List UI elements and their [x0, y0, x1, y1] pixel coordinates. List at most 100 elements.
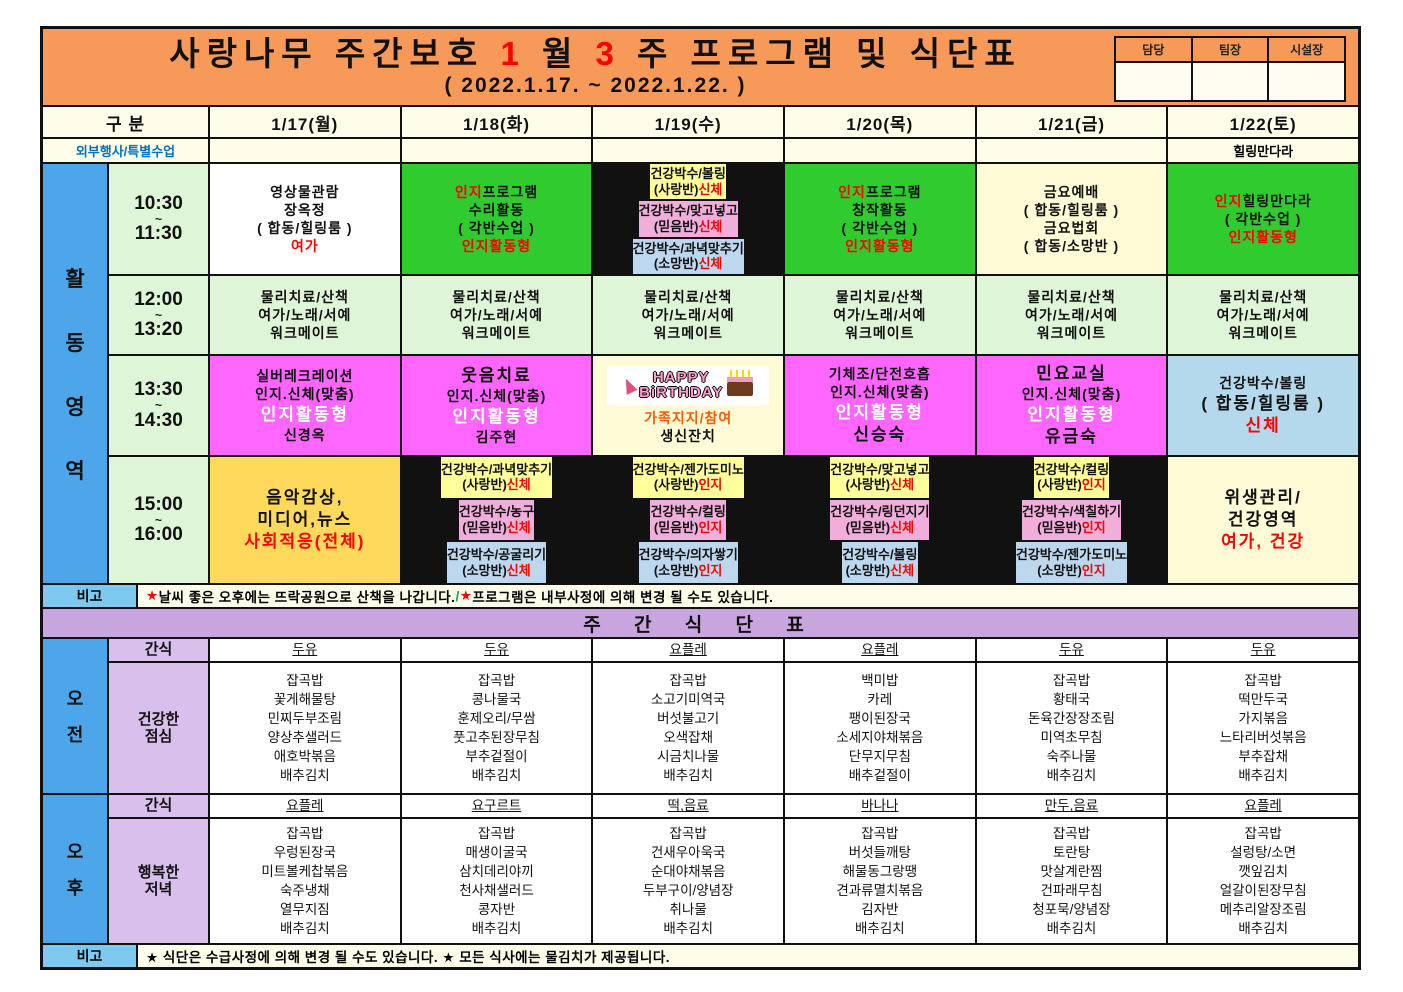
text-line: ( 각반수업 ) — [458, 220, 535, 236]
menu-item: 꽃게해물탕 — [273, 691, 336, 707]
column-header-label: 구 분 — [43, 107, 208, 137]
menu-item: 훈제오리/무쌈 — [457, 710, 536, 726]
column-header-day: 1/18(화) — [401, 107, 592, 137]
text-line: 건강박수/컬링 — [1033, 461, 1110, 477]
activity-time-row: 10:30 ~11:30 영상물관람 장옥정 ( 합동/힐링룸 ) 여가 인지프로그램 수리활… — [109, 164, 1358, 274]
text-line: (소망반)인지 — [653, 562, 723, 578]
menu-item: 잡곡밥 — [286, 672, 324, 688]
program-subcell: 건강박수/과녁맞추기 (소망반)신체 — [632, 238, 744, 274]
menu-cell: 잡곡밥 매생이굴국 삼치데리야끼 천사채샐러드 콩자반 배추김치 — [401, 819, 592, 943]
special-events-label: 외부행사/특별수업 — [43, 139, 208, 162]
snack-value: 요플레 — [286, 798, 324, 814]
text-line: 건강박수/과녁맞추기 — [632, 240, 744, 256]
snack-label: 간식 — [109, 639, 208, 661]
text-line: 물리치료/산책 — [260, 288, 349, 305]
schedule-sheet: 사랑나무 주간보호 1 월 3 주 프로그램 및 식단표 ( 2022.1.17… — [40, 26, 1361, 970]
text-line: ( 각반수업 ) — [841, 220, 919, 236]
menu-item: 버섯들깨탕 — [848, 844, 911, 860]
text-line: 건강박수/맞고넣고 — [830, 461, 930, 477]
text-line: 생신잔치 — [660, 428, 716, 445]
text-line: 건강박수/볼링 — [1219, 375, 1308, 392]
text-line: 인지활동형 — [260, 404, 349, 424]
menu-item: 부추잡채 — [1238, 749, 1288, 765]
menu-cell: 잡곡밥 소고기미역국 버섯불고기 오색잡채 시금치나물 배추김치 — [593, 663, 783, 793]
menu-item: 미역초무침 — [1040, 730, 1103, 745]
text-line: 건강박수/맞고넣고 — [638, 203, 738, 219]
note-label: 비고 — [43, 945, 136, 967]
menu-item: 잡곡밥 — [861, 825, 899, 841]
text-line: (믿음반)신체 — [845, 520, 915, 535]
program-cell: 영상물관람 장옥정 ( 합동/힐링룸 ) 여가 — [210, 164, 400, 274]
meal-note-row: 비고 ★ 식단은 수급사정에 의해 변경 될 수도 있습니다. ★ 모든 식사에… — [43, 945, 1358, 967]
text-line: 금요법회 — [1043, 220, 1100, 236]
program-cell-split: 건강박수/젠가도미노 (사랑반)인지 건강박수/컬링 (믿음반)인지 건강박수/의자쌓기… — [593, 457, 783, 584]
program-subcell: 건강박수/젠가도미노 (사랑반)인지 — [632, 457, 744, 498]
birthday-line: HAPPY — [652, 368, 710, 386]
activity-time-row: 15:00 ~16:00 음악감상, 미디어,뉴스 사회적응(전체) 건강박수/과녁맞추기… — [109, 457, 1358, 584]
menu-item: 소고기미역국 — [650, 691, 726, 707]
text-line: 인지활동형 — [845, 238, 915, 255]
program-cell: 물리치료/산책 여가/노래/서예 워크메이트 — [785, 276, 975, 354]
snack-cell: 두유 — [210, 639, 400, 661]
text-line: 미디어,뉴스 — [257, 509, 353, 529]
time-slot: 13:30 ~14:30 — [109, 356, 208, 455]
menu-item: 얼갈이된장무침 — [1219, 883, 1307, 898]
meal-menu-row: 건강한 점심 잡곡밥 꽃게해물탕 민찌두부조림 양상추샐러드 애호박볶음 배추김치 잡곡밥 콩나물… — [109, 663, 1358, 793]
text-line: ( 각반수업 ) — [1224, 210, 1302, 227]
snack-cell: 요플레 — [210, 795, 400, 817]
program-cell: 인지힐링만다라( 각반수업 ) 인지활동형 — [1168, 164, 1358, 274]
text-line: 워크메이트 — [845, 325, 915, 342]
menu-item: 배추김치 — [1046, 921, 1097, 937]
text-line: 건강박수/링던지기 — [830, 504, 930, 520]
text-line: 여가/노래/서예 — [1216, 306, 1310, 323]
program-note-row: 비고 ★ 날씨 좋은 오후에는 뜨락공원으로 산책을 나갑니다. / ★ 프로그… — [43, 585, 1358, 607]
snack-value: 두유 — [484, 642, 509, 658]
menu-item: 카레 — [867, 691, 893, 707]
sign-label: 팀장 — [1192, 38, 1268, 61]
meal-menu-row: 행복한 저녁 잡곡밥 우렁된장국 미트볼케찹볶음 숙주냉채 열무지짐 배추김치 잡곡밥 매생이굴국… — [109, 819, 1358, 943]
text-line: 창작활동 — [852, 201, 908, 218]
text-line: 여가 — [290, 238, 319, 255]
time-text: 15:00 — [134, 493, 183, 515]
text-line: 건강박수/과녁맞추기 — [440, 461, 553, 477]
program-subcell: 건강박수/컬링 (사랑반)인지 — [1033, 457, 1110, 498]
text-line: ( 합동/소망반 ) — [1023, 238, 1120, 255]
program-cell: 물리치료/산책 여가/노래/서예 워크메이트 — [593, 276, 783, 354]
program-cell: 건강박수/볼링( 합동/힐링룸 ) 신체 — [1168, 356, 1358, 455]
menu-item: 떡만두국 — [1238, 691, 1288, 707]
menu-item: 애호박볶음 — [273, 749, 336, 765]
text-line: 가족지지/참여 — [644, 410, 733, 427]
text-line: 인지프로그램 — [838, 183, 922, 200]
text-line: 인지프로그램 — [454, 183, 539, 200]
special-events-cell — [976, 139, 1167, 162]
text-line: 건강박수/농구 — [458, 504, 535, 520]
sign-value-cell — [1116, 63, 1191, 100]
text-line: 인지활동형 — [461, 238, 532, 255]
menu-item: 단무지무침 — [848, 749, 911, 765]
menu-item: 오색잡채 — [663, 730, 713, 745]
meal-label-line: 건강한 — [137, 710, 180, 728]
text-line: (사랑반)신체 — [462, 477, 531, 493]
program-subcell: 건강박수/과녁맞추기 (사랑반)신체 — [440, 457, 553, 498]
time-text: ~ — [154, 398, 162, 413]
program-subcell: 건강박수/젠가도미노 (소망반)인지 — [1015, 542, 1128, 584]
program-cell: 인지프로그램 창작활동 ( 각반수업 ) 인지활동형 — [785, 164, 975, 274]
text-line: 건강박수/의자쌓기 — [638, 547, 738, 563]
program-cell: 웃음치료 인지.신체(맞춤) 인지활동형 김주현 — [401, 356, 592, 455]
menu-item: 민찌두부조림 — [267, 710, 343, 726]
menu-item: 콩자반 — [477, 902, 516, 918]
program-cell: 물리치료/산책 여가/노래/서예 워크메이트 — [210, 276, 400, 354]
snack-row: 간식 요플레 요구르트 떡,음료 바나나 만두,음료 요플레 — [109, 795, 1358, 817]
text-line: 신경옥 — [284, 426, 326, 443]
menu-item: 우렁된장국 — [273, 844, 336, 860]
text-line: (사랑반)인지 — [1037, 477, 1106, 493]
time-slot: 12:00 ~13:20 — [109, 276, 208, 354]
menu-item: 잡곡밥 — [1244, 825, 1282, 841]
menu-item: 느타리버섯볶음 — [1219, 730, 1307, 745]
snack-row: 간식 두유 두유 요플레 요플레 두유 두유 — [109, 639, 1358, 661]
meal-note-text: ★ 식단은 수급사정에 의해 변경 될 수도 있습니다. ★ 모든 식사에는 물… — [138, 945, 1358, 967]
program-subcell: 건강박수/링던지기 (믿음반)신체 — [830, 499, 930, 541]
snack-label: 간식 — [109, 795, 208, 817]
text-line: 민요교실 — [1036, 364, 1107, 384]
time-text: 12:00 — [134, 288, 183, 310]
